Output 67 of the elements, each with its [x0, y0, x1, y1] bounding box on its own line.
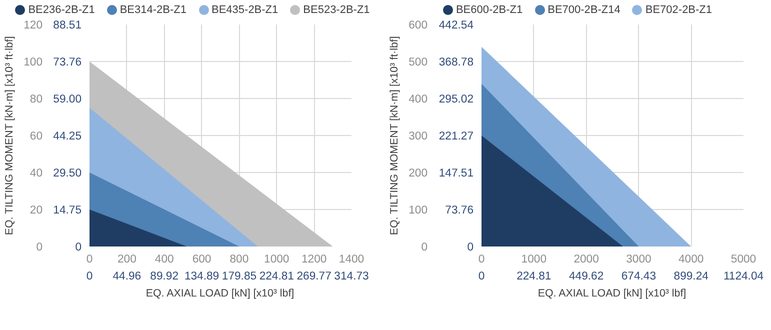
x-tick-label: 1000 — [264, 254, 290, 266]
y2-tick-label: 44.25 — [53, 130, 82, 143]
x2-tick-label: 899.24 — [674, 270, 708, 282]
x-tick-label: 3000 — [626, 254, 652, 266]
x2-tick-label: 0 — [86, 270, 93, 282]
x2-tick-label: 314.73 — [334, 270, 369, 282]
y2-tick-label: 295.02 — [438, 94, 474, 106]
y-tick-label: 200 — [408, 168, 428, 180]
y-tick-label: 300 — [408, 130, 428, 142]
y-tick-label: 40 — [30, 168, 43, 180]
y-tick-label: 0 — [421, 242, 428, 254]
x-tick-label: 2000 — [574, 254, 599, 266]
y-tick-label: 400 — [408, 94, 428, 106]
y2-tick-label: 147.51 — [438, 168, 474, 180]
y2-tick-label: 0 — [467, 242, 474, 254]
y-tick-label: 20 — [30, 204, 43, 216]
x-tick-label: 1000 — [521, 254, 547, 266]
x2-tick-label: 674.43 — [621, 270, 656, 282]
x-axis-title: EQ. AXIAL LOAD [kN] [x10³ lbf] — [538, 288, 686, 300]
y-axis-title: EQ. TILTING MOMENT [kN·m] [x10³ ft·lbf] — [4, 36, 16, 236]
x-tick-label: 0 — [478, 254, 485, 266]
y-axis-title: EQ. TILTING MOMENT [kN·m] [x10³ ft·lbf] — [388, 36, 401, 236]
legend-label: BE600-2B-Z1 — [456, 3, 523, 18]
legend-label: BE314-2B-Z1 — [120, 3, 186, 18]
x2-tick-label: 449.62 — [568, 270, 604, 282]
x-tick-label: 200 — [117, 254, 136, 266]
y2-tick-label: 59.00 — [53, 94, 82, 106]
x-tick-label: 1200 — [301, 254, 327, 266]
y-tick-label: 120 — [24, 20, 43, 32]
x-tick-label: 1400 — [338, 254, 364, 266]
y-tick-label: 500 — [408, 56, 428, 68]
y-tick-label: 60 — [30, 130, 43, 142]
legend-label: BE523-2B-Z1 — [303, 3, 370, 18]
y2-tick-label: 14.75 — [53, 204, 82, 217]
y2-tick-label: 0 — [75, 242, 82, 254]
legend-label: BE435-2B-Z1 — [212, 3, 278, 18]
x2-tick-label: 269.77 — [296, 270, 332, 282]
x2-tick-label: 179.85 — [222, 270, 257, 282]
x2-tick-label: 224.81 — [516, 270, 552, 282]
x-tick-label: 600 — [192, 254, 212, 266]
y2-tick-label: 73.76 — [445, 204, 474, 216]
y-tick-label: 0 — [36, 242, 43, 254]
y2-tick-label: 73.76 — [53, 56, 82, 68]
x2-tick-label: 0 — [478, 270, 485, 282]
x-tick-label: 400 — [154, 254, 174, 266]
x2-tick-label: 44.96 — [112, 270, 142, 282]
x-axis-title: EQ. AXIAL LOAD [kN] [x10³ lbf] — [146, 288, 294, 300]
y2-tick-label: 221.27 — [438, 130, 474, 142]
y2-tick-label: 88.51 — [53, 20, 82, 32]
legend-label: BE236-2B-Z1 — [28, 3, 95, 18]
x2-tick-label: 1124.04 — [723, 270, 764, 282]
y-tick-label: 100 — [408, 204, 428, 216]
x2-tick-label: 134.89 — [184, 270, 220, 282]
y2-tick-label: 442.54 — [438, 20, 474, 32]
y-tick-label: 80 — [30, 94, 43, 106]
y-tick-label: 100 — [24, 56, 43, 68]
x-tick-label: 4000 — [678, 254, 704, 266]
y2-tick-label: 368.78 — [438, 56, 474, 68]
x2-tick-label: 89.92 — [150, 270, 179, 282]
x-tick-label: 800 — [230, 254, 249, 266]
x2-tick-label: 224.81 — [259, 270, 294, 282]
legend-label: BE702-2B-Z1 — [645, 3, 712, 18]
y2-tick-label: 29.50 — [53, 168, 82, 180]
x-tick-label: 5000 — [730, 254, 756, 266]
y-tick-label: 600 — [408, 20, 428, 32]
legend-label: BE700-2B-Z14 — [548, 3, 620, 18]
x-tick-label: 0 — [86, 254, 93, 266]
